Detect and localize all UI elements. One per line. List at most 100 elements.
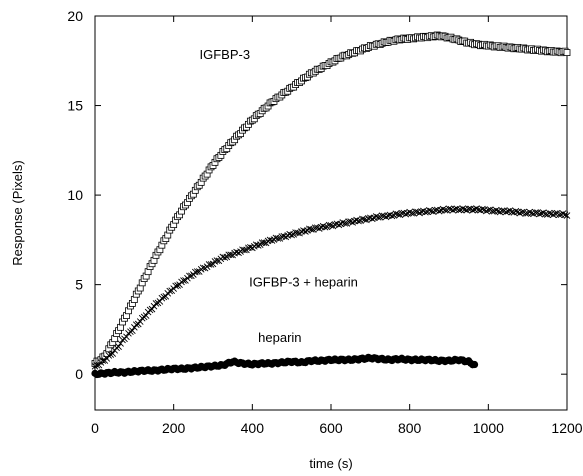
data-point-x (402, 210, 410, 218)
data-point-x (563, 212, 571, 219)
data-point-x (327, 222, 335, 229)
data-point-x (138, 314, 146, 322)
data-point-x (227, 251, 235, 259)
data-point-x (382, 213, 390, 221)
data-point-x (308, 226, 315, 233)
data-point-x (465, 205, 472, 213)
data-point-x (431, 206, 439, 214)
data-point-x (479, 205, 486, 213)
data-point-x (221, 254, 229, 261)
data-point-x (394, 210, 402, 218)
data-point-x (451, 205, 459, 213)
x-tick-label: 0 (91, 420, 99, 436)
data-point-x (178, 278, 185, 286)
data-point-x (459, 205, 467, 212)
data-point-x (345, 218, 353, 225)
data-point-x (398, 209, 406, 217)
data-point-x (542, 210, 549, 218)
data-point-x (559, 210, 567, 217)
data-point-x (508, 208, 516, 216)
series-label: IGFBP-3 (200, 47, 251, 62)
data-point-x (129, 327, 136, 334)
data-point-x (449, 206, 457, 214)
data-point-x (502, 208, 510, 216)
y-axis: 0 5 10 15 20 (67, 8, 567, 382)
data-point-x (339, 219, 347, 226)
data-point-x (536, 210, 543, 218)
data-point-x (117, 340, 124, 347)
data-point-x (158, 294, 166, 302)
data-point-x (311, 224, 319, 232)
data-point-x (280, 232, 288, 240)
data-point-x (492, 206, 500, 214)
data-point-x (288, 231, 295, 239)
data-point-x (162, 292, 170, 300)
data-point-x (306, 225, 313, 233)
data-point-x (455, 206, 463, 214)
series-x (91, 205, 571, 370)
data-point-x (99, 357, 107, 364)
data-point-x (435, 207, 443, 215)
series-label: IGFBP-3 + heparin (249, 274, 358, 289)
data-point-x (268, 237, 276, 244)
data-point-x (150, 302, 158, 310)
x-tick-label: 1200 (551, 420, 582, 436)
data-point-x (207, 261, 215, 268)
x-tick-label: 1000 (473, 420, 504, 436)
data-point-x (355, 217, 362, 225)
data-point-x (545, 209, 553, 217)
series-circle (91, 353, 479, 379)
data-point-x (93, 362, 101, 369)
data-point-x (132, 321, 140, 329)
data-point-x (406, 208, 413, 216)
data-point-x (512, 207, 520, 215)
data-point-x (416, 209, 423, 217)
data-point-x (426, 207, 433, 214)
data-point-x (341, 220, 349, 227)
data-point-x (561, 211, 569, 219)
data-point-x (378, 212, 386, 220)
data-point-x (538, 210, 545, 217)
data-point-x (555, 211, 563, 219)
data-point-x (412, 208, 419, 216)
data-point-x (213, 257, 221, 264)
data-point-x (498, 207, 506, 214)
data-point-x (109, 350, 117, 357)
data-point-x (408, 209, 415, 217)
data-point-x (105, 352, 113, 359)
data-point-x (254, 242, 262, 249)
data-point-x (441, 206, 449, 214)
data-point-x (274, 235, 282, 242)
data-point-x (91, 362, 99, 370)
y-tick-label: 20 (67, 8, 83, 24)
data-point-x (392, 210, 400, 218)
data-point-x (115, 343, 122, 351)
data-point-x (483, 207, 490, 215)
data-point-x (335, 221, 343, 229)
data-point-x (359, 215, 366, 223)
data-point-x (302, 228, 309, 235)
y-tick-label: 5 (75, 277, 83, 293)
data-point-x (526, 208, 533, 216)
data-point-x (186, 272, 193, 280)
annotations: IGFBP-3 IGFBP-3 + heparin heparin (200, 47, 358, 345)
data-point-x (445, 205, 453, 212)
x-axis-title: time (s) (309, 456, 352, 471)
x-tick-label: 600 (319, 420, 343, 436)
data-point-x (475, 206, 482, 214)
data-point-x (119, 336, 126, 344)
data-point-x (388, 212, 396, 220)
data-series (91, 31, 571, 379)
data-point-x (321, 223, 329, 231)
series-label: heparin (258, 330, 301, 345)
data-point-x (485, 206, 492, 214)
data-point-x (368, 215, 376, 223)
data-point-x (549, 211, 557, 219)
data-point-x (532, 209, 539, 216)
data-point-x (123, 333, 130, 341)
data-point-x (422, 208, 429, 216)
data-point-x (488, 208, 496, 215)
data-point-x (172, 282, 179, 290)
y-tick-label: 15 (67, 98, 83, 114)
